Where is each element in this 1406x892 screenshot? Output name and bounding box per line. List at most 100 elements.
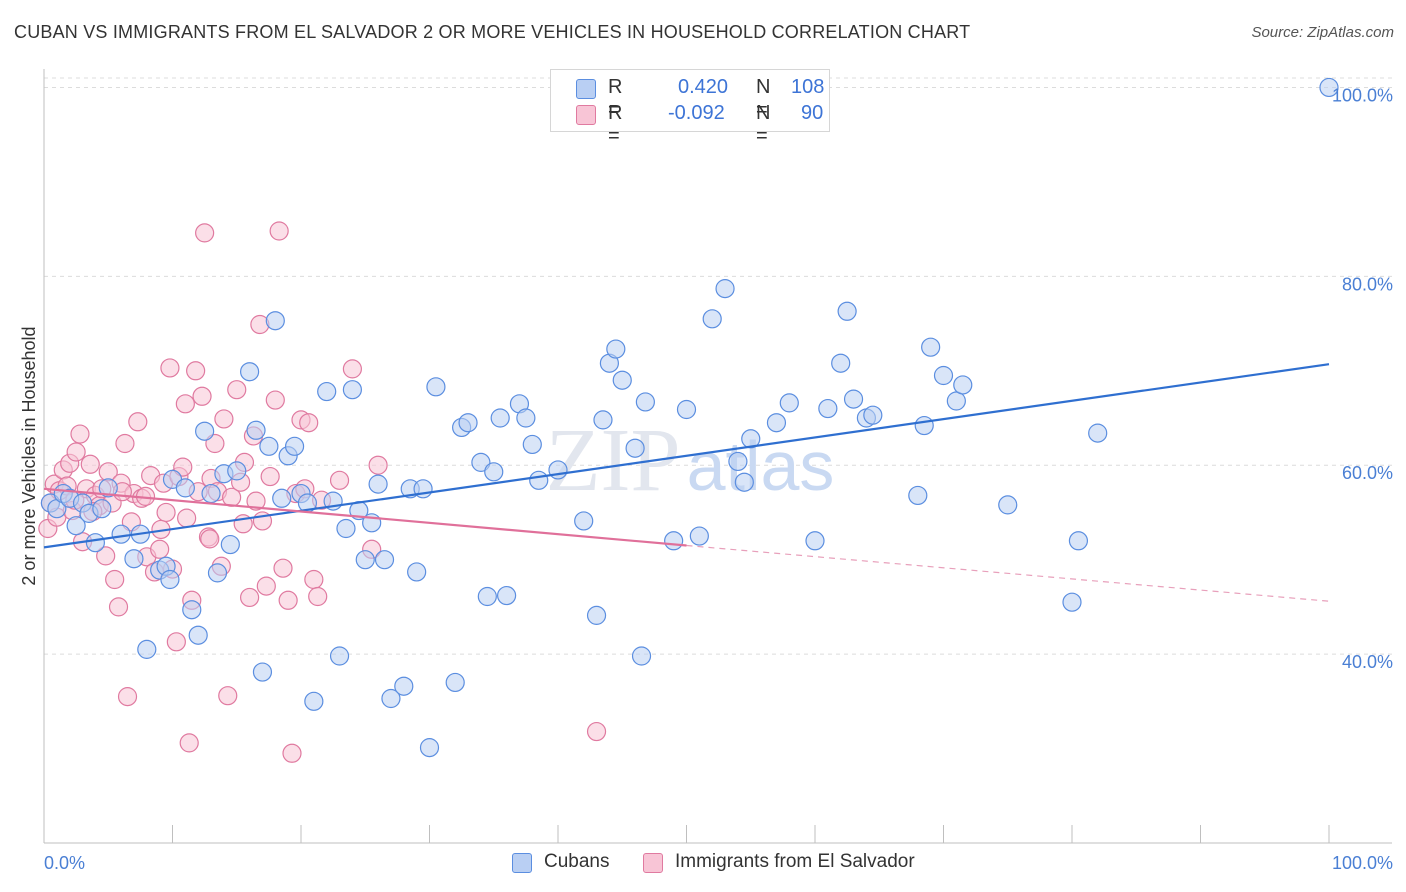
data-point [259,436,279,456]
data-point [188,625,208,645]
data-point [741,429,761,449]
x-tick-label-max: 100.0% [1332,853,1393,873]
data-point [177,508,197,528]
data-point [128,412,148,432]
data-point [631,646,652,666]
data-point [374,550,395,570]
data-point [953,375,973,395]
legend-n-label: N = [756,102,771,147]
data-point [218,686,238,706]
data-point [471,452,491,472]
legend-swatch-pink [576,105,596,125]
bottom-legend-label-cubans: Cubans [544,851,610,872]
data-point [304,691,324,711]
data-point [586,605,607,625]
chart-title: CUBAN VS IMMIGRANTS FROM EL SALVADOR 2 O… [14,22,971,42]
data-point [1088,423,1108,443]
data-point [282,743,302,763]
data-point [664,531,684,551]
data-point [207,563,228,583]
data-point [336,518,356,539]
data-point [173,457,193,477]
data-point [625,438,645,458]
data-point [342,359,362,379]
data-point [278,590,298,610]
data-point [304,569,324,590]
legend-r-value-el-salvador: -0.092 [668,102,725,124]
data-point [516,408,536,428]
legend-swatch-blue [576,79,596,99]
data-point [150,539,170,559]
data-point [227,461,247,481]
data-point [252,662,273,682]
data-point [702,309,722,329]
data-point [831,353,851,373]
data-point [269,221,289,241]
legend-n-value-cubans: 108 [791,76,825,98]
trend-lines [43,363,1330,602]
data-point [728,451,748,472]
data-point [117,687,138,707]
data-point [175,478,195,498]
data-point [256,576,276,596]
data-point [529,470,549,490]
data-point [458,413,478,433]
data-point [111,524,131,544]
legend-r-value-cubans: 0.420 [678,76,729,98]
data-point [220,534,240,555]
data-point [766,413,787,433]
data-point [246,491,266,511]
data-point [137,639,157,659]
y-tick-label: 60.0% [1342,463,1393,483]
data-point [299,413,319,433]
data-point [497,585,517,606]
data-point [329,470,350,490]
data-point [272,488,292,508]
series-el-salvador-points [38,221,607,763]
data-point [914,415,934,436]
data-point [317,381,337,402]
data-point [933,365,954,386]
y-tick-labels: 40.0% 60.0% 80.0% 100.0% [1332,85,1393,672]
data-point [308,586,328,607]
data-point [182,600,202,620]
data-point [484,462,504,482]
data-point [407,562,427,582]
data-point [689,526,709,546]
data-point [921,337,941,357]
data-point [843,389,864,409]
data-point [368,474,388,494]
data-point [676,399,697,420]
data-point [548,460,568,480]
data-point [355,550,375,570]
data-point [96,546,116,566]
data-point [246,420,266,440]
legend-n-label: N = [756,76,771,121]
data-point [192,386,212,406]
data-point [66,516,86,536]
data-point [179,733,199,753]
bottom-legend-label-el-salvador: Immigrants from El Salvador [675,851,915,872]
data-point [342,380,362,400]
y-axis-label: 2 or more Vehicles in Household [19,326,39,585]
data-point [837,301,857,321]
data-point [1062,592,1082,612]
watermark: ZIPatlas [546,411,835,510]
data-point [522,434,542,455]
data-point [195,223,215,243]
y-tick-label: 100.0% [1332,85,1393,105]
data-point [160,358,180,378]
data-point [80,454,100,474]
data-point [368,455,388,475]
data-point [445,672,465,693]
data-point [1068,531,1089,551]
data-point [205,433,225,454]
data-point [265,311,285,331]
x-tick-label-min: 0.0% [44,853,85,873]
data-point [98,478,118,498]
data-point [284,436,305,456]
bottom-legend-swatch-blue [512,853,532,873]
data-point [586,721,607,742]
data-point [779,393,799,413]
